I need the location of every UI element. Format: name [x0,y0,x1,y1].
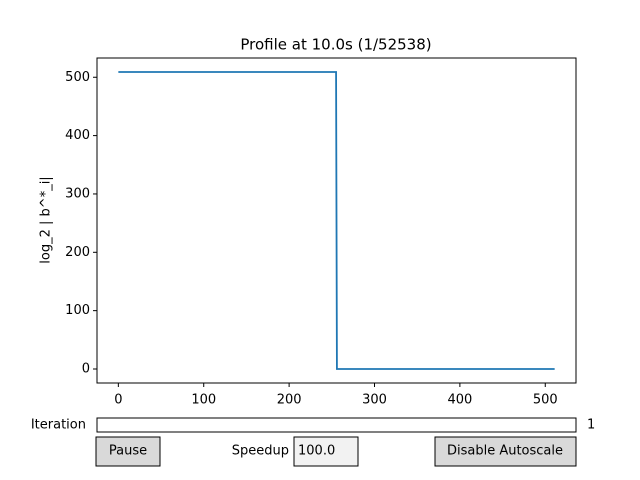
x-tick-label: 100 [191,393,216,408]
autoscale-button-label: Disable Autoscale [447,444,563,459]
pause-button[interactable] [95,436,161,467]
y-tick-label: 100 [65,303,90,318]
slider-value: 1 [587,418,595,433]
y-tick-label: 0 [82,361,90,376]
autoscale-button[interactable] [434,436,577,467]
y-tick-label: 400 [65,128,90,143]
y-tick-label: 500 [65,70,90,85]
y-axis-label: log_2 | b^*_i| [39,176,54,263]
x-tick-label: 300 [362,393,387,408]
pause-button-label: Pause [109,444,147,459]
x-tick-label: 500 [533,393,558,408]
x-tick-label: 0 [114,393,122,408]
data-line [118,71,555,370]
y-tick-label: 200 [65,245,90,260]
iteration-slider[interactable] [96,417,577,433]
plot-frame [96,57,577,384]
speedup-textbox[interactable] [293,436,359,467]
x-tick-label: 400 [447,393,472,408]
chart-title: Profile at 10.0s (1/52538) [240,36,431,54]
speedup-value: 100.0 [298,444,335,459]
y-tick-label: 300 [65,186,90,201]
speedup-label: Speedup [232,444,289,459]
x-tick-label: 200 [277,393,302,408]
slider-label: Iteration [31,418,86,433]
